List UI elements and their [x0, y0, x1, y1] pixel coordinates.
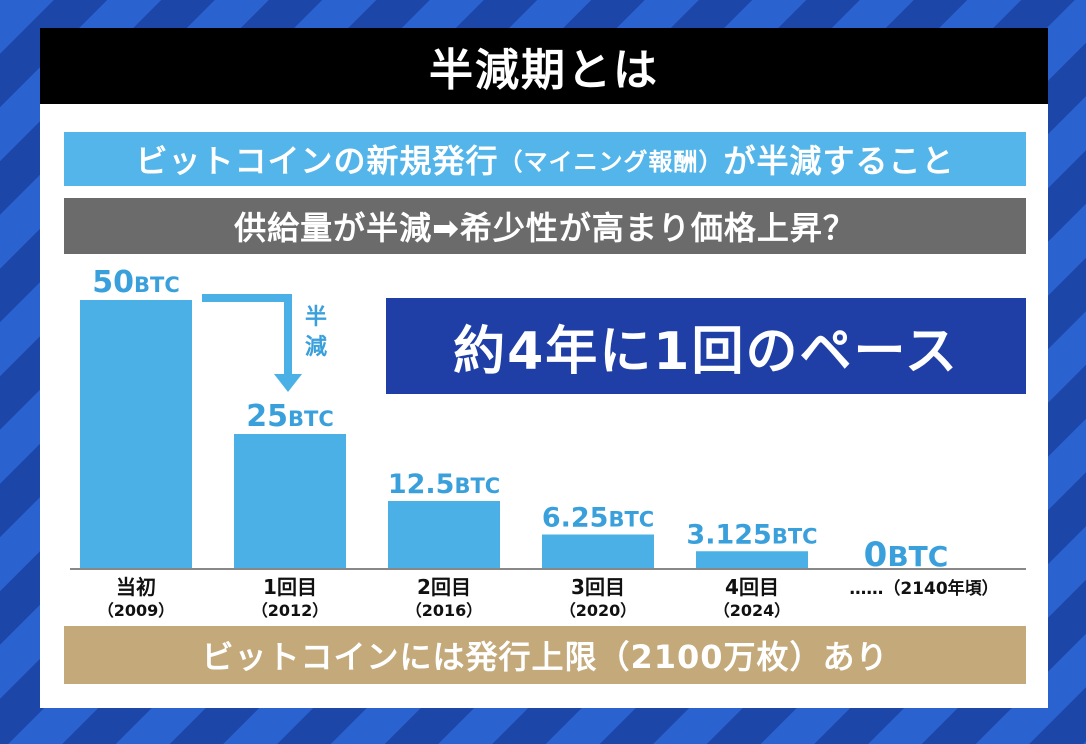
category-year-0: （2009）	[98, 601, 175, 620]
halving-arrow-label-1: 半	[305, 305, 327, 330]
category-label-0: 当初	[116, 575, 156, 599]
bar-value-label-2: 12.5BTC	[388, 469, 500, 500]
definition-banner: ビットコインの新規発行 （マイニング報酬） が半減すること	[64, 132, 1026, 186]
category-year-1: （2012）	[252, 601, 329, 620]
bar-0	[80, 300, 192, 568]
definition-text-3: が半減すること	[723, 142, 955, 180]
category-year-3: （2020）	[560, 601, 637, 620]
effect-banner: 供給量が半減➡希少性が高まり価格上昇？	[64, 198, 1026, 254]
category-label-3: 3回目	[571, 575, 625, 599]
category-label-2: 2回目	[417, 575, 471, 599]
category-year-2: （2016）	[406, 601, 483, 620]
page-title: 半減期とは	[429, 45, 659, 96]
category-label-5: ……（2140年頃）	[849, 578, 998, 599]
bar-2	[388, 501, 500, 568]
effect-text: 供給量が半減➡希少性が高まり価格上昇？	[234, 209, 856, 247]
bar-value-label-0: 50BTC	[92, 265, 180, 300]
supply-cap-banner: ビットコインには発行上限（2100万枚）あり	[64, 626, 1026, 684]
info-card: 半減期とは ビットコインの新規発行 （マイニング報酬） が半減すること 供給量が半減…	[40, 28, 1048, 708]
bar-value-label-4: 3.125BTC	[686, 519, 817, 550]
halving-arrow-head	[274, 374, 302, 392]
halving-arrow-line	[202, 294, 292, 380]
supply-cap-text: ビットコインには発行上限（2100万枚）あり	[201, 638, 889, 676]
bar-value-label-3: 6.25BTC	[542, 503, 654, 534]
category-year-4: （2024）	[714, 601, 791, 620]
halving-arrow-label-2: 減	[305, 335, 327, 360]
halving-arrow: 半 減	[202, 294, 327, 392]
bar-3	[542, 534, 654, 568]
bar-1	[234, 434, 346, 568]
bar-value-label-5: 0BTC	[864, 535, 949, 575]
halving-bar-chart: 50BTC 25BTC 12.5BTC 6.25BTC 3.125BTC 0BTC 半 減…	[70, 265, 1026, 620]
definition-text-1: ビットコインの新規発行	[135, 142, 499, 180]
definition-text-2: （マイニング報酬）	[498, 147, 724, 176]
title-bar: 半減期とは	[40, 28, 1048, 104]
bar-4	[696, 551, 808, 568]
pace-callout: 約4年に1回のペース	[386, 298, 1026, 394]
category-label-4: 4回目	[725, 575, 779, 599]
category-label-1: 1回目	[263, 575, 317, 599]
bar-value-label-1: 25BTC	[246, 399, 334, 434]
pace-text: 約4年に1回のペース	[453, 321, 959, 382]
